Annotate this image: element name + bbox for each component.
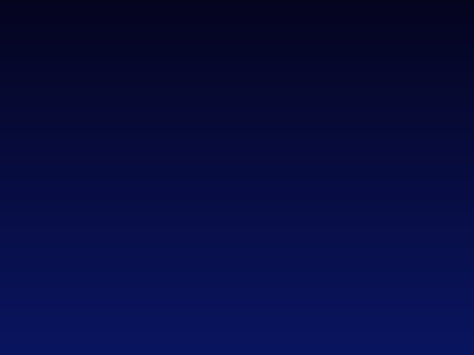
Text: AST: AST xyxy=(48,153,77,166)
Text: ALP: ALP xyxy=(48,253,77,266)
Text: >20: >20 xyxy=(380,153,410,166)
Text: 2-3 to 20: 2-3 to 20 xyxy=(236,203,303,216)
Text: Liver Function Test: Liver Function Test xyxy=(103,34,371,58)
Text: GGT: GGT xyxy=(47,302,78,315)
Text: Moderate
(times): Moderate (times) xyxy=(237,95,301,125)
Text: Mild
(times): Mild (times) xyxy=(126,95,173,125)
Text: 2-3 to 20: 2-3 to 20 xyxy=(236,153,303,166)
Text: ALT: ALT xyxy=(49,203,75,216)
Text: >20: >20 xyxy=(380,203,410,216)
Text: <2-3: <2-3 xyxy=(132,153,167,166)
Text: >5: >5 xyxy=(385,253,405,266)
Text: <2-3: <2-3 xyxy=(132,203,167,216)
Text: 1.5-2 to 5: 1.5-2 to 5 xyxy=(233,253,305,266)
Text: Marked
(times): Marked (times) xyxy=(370,95,420,125)
Text: <1.5-2: <1.5-2 xyxy=(125,253,174,266)
Text: 2-3 to 10: 2-3 to 10 xyxy=(236,302,303,315)
Text: >10: >10 xyxy=(380,302,410,315)
Bar xyxy=(26,85,453,334)
Text: <2-3: <2-3 xyxy=(132,302,167,315)
